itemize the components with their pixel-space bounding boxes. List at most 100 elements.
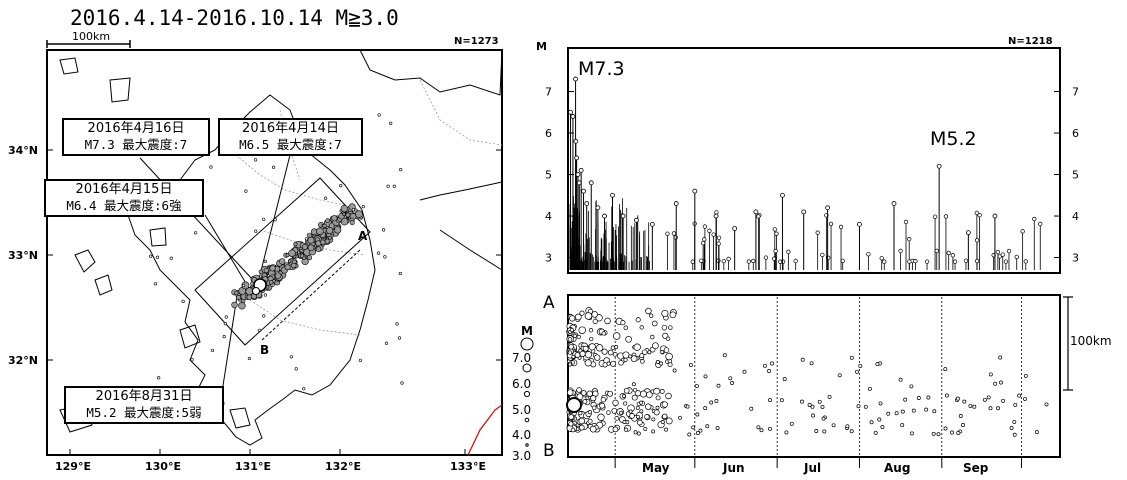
mt-point	[780, 192, 785, 198]
mt-point	[671, 231, 677, 236]
mt-tick-label-right: 4	[1072, 210, 1079, 223]
space-time-dot	[687, 432, 692, 437]
space-time-dot	[800, 399, 804, 404]
space-time-dot	[589, 425, 597, 433]
space-time-dot	[604, 317, 611, 325]
epicenter-dot	[315, 240, 322, 247]
space-time-dot	[606, 361, 611, 366]
epicenter-dot	[326, 227, 334, 235]
annotation-m52: M5.2	[930, 128, 977, 150]
space-time-dot	[610, 360, 617, 367]
space-time-dot	[661, 324, 668, 331]
space-time-dot	[568, 344, 574, 350]
mt-point	[1020, 229, 1025, 234]
space-time-dot	[590, 395, 597, 402]
space-time-dot	[633, 430, 638, 435]
mt-point	[773, 248, 778, 254]
epicenter-dot	[236, 294, 241, 300]
space-time-dot	[579, 310, 585, 316]
mt-tick-label-left: 5	[545, 169, 552, 182]
epicenter-dot	[361, 205, 365, 209]
space-time-dot	[898, 377, 903, 382]
space-time-dot	[612, 332, 621, 340]
mt-point	[903, 219, 909, 225]
lon-label-133: 133°E	[450, 460, 486, 473]
space-time-dot	[962, 399, 967, 404]
space-time-dot	[936, 432, 941, 437]
mt-point	[707, 228, 712, 233]
space-time-dot	[873, 430, 878, 435]
mt-point	[714, 210, 719, 215]
mt-point	[1003, 259, 1009, 264]
mt-point	[950, 253, 956, 258]
space-time-dot	[639, 409, 644, 414]
mt-point	[891, 201, 897, 206]
space-time-dot	[849, 355, 854, 360]
space-time-dot	[659, 361, 664, 366]
space-time-dot	[639, 353, 645, 359]
epicenter-dot	[153, 282, 157, 286]
epicenter-dot	[389, 121, 393, 125]
mt-point	[882, 259, 887, 264]
epicenter-dot	[398, 271, 402, 276]
space-time-dot	[578, 411, 583, 416]
space-time-dot	[618, 360, 624, 366]
space-time-dot	[800, 357, 805, 362]
epicenter-dot	[377, 251, 381, 255]
epicenter-dot	[155, 255, 160, 259]
epicenter-dot	[400, 381, 404, 385]
space-time-dot	[639, 390, 647, 398]
space-time-dot	[694, 383, 699, 388]
epicenter-dot	[340, 204, 349, 213]
space-time-dot	[944, 393, 949, 398]
epicenter-dot	[384, 341, 389, 345]
space-time-dot	[568, 362, 572, 367]
space-time-dot	[809, 361, 814, 366]
space-time-dot	[672, 368, 677, 373]
space-time-dot	[886, 411, 891, 416]
epicenter-dot	[181, 299, 185, 304]
epicenter-dot	[209, 165, 213, 169]
space-time-dot	[653, 387, 661, 395]
space-time-dot	[625, 335, 632, 343]
space-time-dot	[703, 406, 708, 411]
lon-label-131: 131°E	[235, 460, 271, 473]
epicenter-dot	[395, 322, 399, 326]
mt-point	[840, 258, 845, 264]
space-time-dot	[599, 402, 606, 409]
mt-point	[913, 258, 918, 264]
space-time-dot	[576, 334, 581, 340]
space-time-dot	[600, 397, 606, 403]
foreshock-marker	[252, 287, 260, 295]
space-time-dot	[579, 350, 586, 357]
mt-point	[602, 213, 607, 219]
epicenter-dot	[349, 220, 355, 226]
mt-point	[866, 252, 871, 257]
space-time-dot	[649, 313, 654, 318]
space-time-dot	[594, 354, 601, 361]
mt-event-count: N=1218	[1008, 36, 1053, 47]
space-time-dot	[567, 337, 573, 342]
mt-point	[943, 214, 949, 219]
space-time-dot	[863, 404, 868, 409]
space-time-dot	[695, 431, 700, 435]
mt-point	[570, 114, 576, 119]
annotation-m73: M7.3	[578, 58, 625, 80]
epicenter-dot	[382, 228, 386, 232]
lat-label-34: 34°N	[8, 144, 38, 157]
space-time-dot	[961, 423, 965, 427]
mt-point	[898, 248, 903, 254]
callout-m65: 2016年4月14日 M6.5 最大震度:7	[218, 118, 363, 156]
lat-label-33: 33°N	[8, 249, 38, 262]
space-time-dot	[817, 399, 822, 404]
epicenter-dot	[307, 244, 315, 252]
mt-tick-label-right: 6	[1072, 127, 1079, 140]
space-time-dot	[623, 357, 628, 362]
mt-point	[825, 205, 831, 211]
space-time-dot	[595, 314, 603, 322]
space-time-dot	[730, 381, 735, 385]
space-time-dot	[635, 405, 640, 410]
magnitude-6: 6.0	[512, 377, 531, 391]
space-time-dot	[584, 359, 592, 367]
mt-point	[690, 259, 695, 264]
